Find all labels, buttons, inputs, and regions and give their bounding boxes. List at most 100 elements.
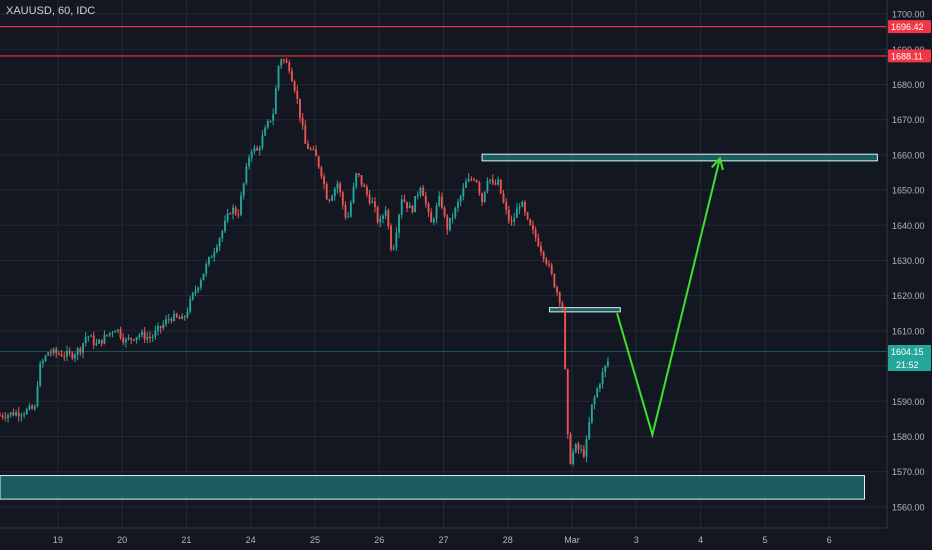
candle-body bbox=[60, 354, 63, 357]
candle bbox=[379, 215, 382, 228]
candle-body bbox=[189, 299, 192, 312]
candle-body bbox=[317, 156, 320, 168]
time-axis[interactable]: 19 20 21 24 25 26 27 28 Mar 3 4 5 6 bbox=[0, 527, 932, 550]
candle-body bbox=[141, 331, 143, 336]
candle-body bbox=[23, 414, 26, 416]
candle bbox=[601, 367, 604, 389]
candle bbox=[9, 411, 12, 418]
time-tick-label: 21 bbox=[181, 535, 191, 545]
candle-body bbox=[205, 264, 208, 274]
candle bbox=[250, 149, 253, 163]
candle bbox=[606, 356, 609, 368]
candle bbox=[95, 338, 98, 347]
price-tick-label: 1700.00 bbox=[892, 10, 925, 20]
price-axis[interactable]: 1700.001690.001680.001670.001660.001650.… bbox=[886, 0, 932, 550]
price-tick-label: 1590.00 bbox=[892, 397, 925, 407]
candle-body bbox=[299, 98, 301, 118]
candle bbox=[365, 184, 368, 198]
candle-body bbox=[585, 439, 588, 457]
candle-body bbox=[491, 179, 494, 184]
candle-body bbox=[459, 196, 462, 202]
candle bbox=[12, 408, 15, 417]
candle bbox=[100, 339, 103, 347]
candle-body bbox=[465, 181, 467, 188]
price-tick-label: 1620.00 bbox=[892, 291, 925, 301]
candle bbox=[534, 226, 537, 242]
candle-body bbox=[432, 219, 435, 223]
candle-body bbox=[202, 273, 205, 281]
price-tick-label: 1660.00 bbox=[892, 150, 925, 160]
candle-body bbox=[467, 178, 470, 182]
candle bbox=[245, 162, 248, 186]
candle bbox=[68, 347, 71, 357]
candle-body bbox=[224, 220, 226, 232]
candle-body bbox=[1, 415, 4, 418]
candle-body bbox=[213, 251, 216, 257]
candle bbox=[357, 172, 360, 178]
candle-body bbox=[87, 336, 90, 338]
candle bbox=[349, 200, 352, 218]
candle bbox=[550, 262, 553, 276]
candle bbox=[301, 113, 304, 130]
candle-body bbox=[229, 213, 232, 215]
candle-body bbox=[505, 202, 508, 210]
candle bbox=[0, 412, 1, 417]
candle-body bbox=[352, 186, 355, 203]
candle-body bbox=[400, 199, 403, 215]
candle-body bbox=[502, 193, 505, 203]
candle-body bbox=[256, 147, 259, 151]
candle bbox=[502, 189, 505, 204]
time-tick-label: 6 bbox=[827, 535, 832, 545]
time-tick-label: 27 bbox=[438, 535, 448, 545]
candle-body bbox=[159, 326, 162, 328]
candle-body bbox=[12, 412, 15, 416]
candle-body bbox=[194, 290, 197, 293]
candle bbox=[269, 120, 272, 124]
candle bbox=[564, 306, 567, 370]
candle bbox=[347, 211, 350, 218]
candle-body bbox=[181, 316, 184, 320]
candle bbox=[467, 173, 470, 183]
candle-body bbox=[197, 287, 200, 291]
candle bbox=[181, 313, 184, 320]
candle-body bbox=[79, 348, 82, 353]
candle bbox=[363, 183, 366, 188]
candle-body bbox=[15, 412, 18, 416]
candle-body bbox=[462, 187, 465, 197]
candle-body bbox=[355, 173, 358, 187]
candle-body bbox=[114, 330, 117, 333]
candle bbox=[178, 315, 181, 320]
candle-body bbox=[221, 231, 224, 239]
candle-body bbox=[272, 113, 275, 121]
candle bbox=[395, 227, 398, 252]
candle-body bbox=[395, 232, 398, 248]
candle-body bbox=[499, 179, 502, 194]
candle bbox=[403, 194, 406, 203]
candle-body bbox=[411, 205, 414, 213]
candle-body bbox=[601, 372, 604, 385]
candle bbox=[529, 218, 532, 226]
candle bbox=[523, 200, 526, 217]
candle-body bbox=[167, 319, 170, 321]
candle bbox=[288, 59, 291, 74]
candle-body bbox=[440, 196, 443, 208]
candle-body bbox=[486, 180, 489, 192]
candle bbox=[331, 194, 334, 202]
last-price-badge bbox=[888, 344, 931, 358]
candle bbox=[424, 191, 427, 208]
candle bbox=[341, 190, 344, 210]
candle bbox=[170, 316, 173, 324]
candle bbox=[515, 202, 518, 218]
candle-body bbox=[438, 196, 441, 206]
candle-body bbox=[100, 339, 103, 344]
candle-body bbox=[290, 71, 293, 82]
last-price-label: 1604.15 bbox=[891, 347, 924, 357]
candle bbox=[28, 403, 31, 411]
countdown-label: 21:52 bbox=[896, 360, 919, 370]
candle bbox=[598, 382, 601, 392]
candle bbox=[237, 209, 240, 219]
candle-body bbox=[497, 179, 500, 185]
candle-body bbox=[392, 247, 395, 250]
price-tick-label: 1640.00 bbox=[892, 221, 925, 231]
